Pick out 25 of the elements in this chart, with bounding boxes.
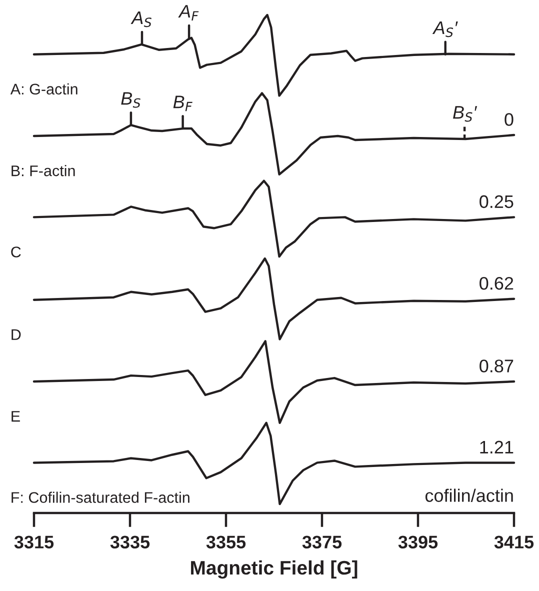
annotation: B$_{S}$ xyxy=(121,92,140,108)
x-tick-label: 3415 xyxy=(494,536,534,549)
annotation: 0 xyxy=(504,113,514,126)
x-tick-label: 3315 xyxy=(14,536,54,549)
x-tick-label: 3395 xyxy=(398,536,438,549)
annotation: B$_{S}$′ xyxy=(453,106,478,122)
series-label: B: F-actin xyxy=(12,165,75,176)
text: D xyxy=(12,329,21,340)
annotation: 0.25 xyxy=(480,195,514,208)
x-tick-label: 3335 xyxy=(110,536,150,549)
series-label: F: Cofilin-saturated F-actin xyxy=(12,492,190,503)
text: C xyxy=(11,246,21,258)
annotation: B$_{F}$ xyxy=(173,96,192,112)
series-label: A: G-actin xyxy=(10,83,78,95)
text: E xyxy=(12,411,20,422)
annotation: 1.21 xyxy=(480,440,514,454)
annotation: 0.87 xyxy=(480,360,514,372)
annotation: A$_{S}$ xyxy=(130,12,152,28)
annotation: cofilin/actin xyxy=(425,488,513,502)
x-tick-label: 3355 xyxy=(206,536,246,549)
x-axis-title: Magnetic Field [G] xyxy=(191,560,358,579)
annotation: 0.62 xyxy=(480,276,514,290)
annotation: A$_{F}$ xyxy=(178,5,199,20)
annotation: A$_{S}$′ xyxy=(432,22,458,38)
x-tick-label: 3375 xyxy=(302,536,342,549)
